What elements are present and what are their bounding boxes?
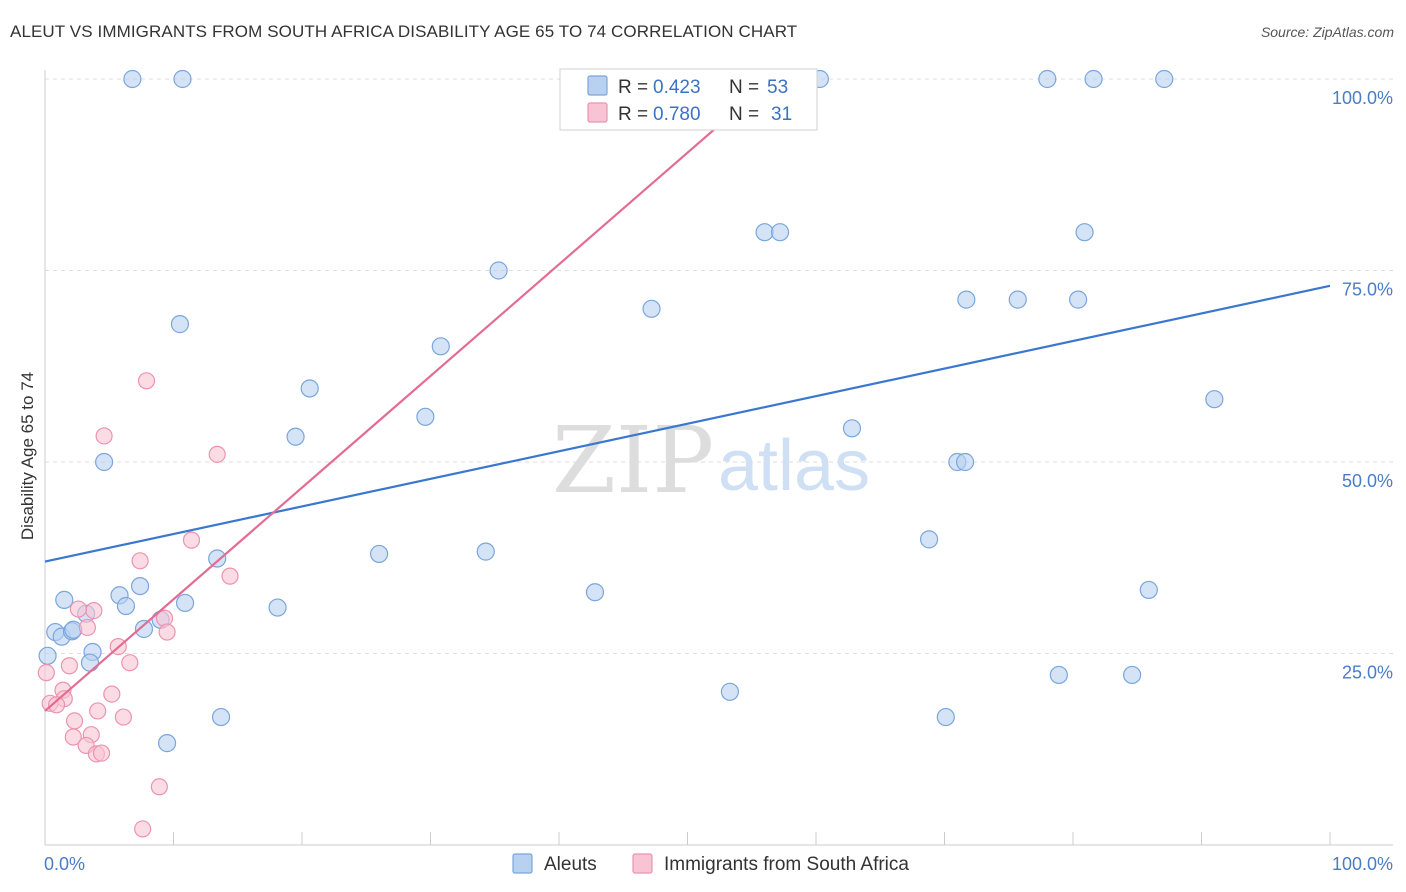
legend-r-label-1: R = (618, 77, 648, 98)
sa-point (78, 618, 97, 637)
aleut-point (286, 427, 305, 446)
sa-point (89, 702, 107, 720)
sa-point (182, 531, 201, 549)
sa-point (208, 445, 226, 463)
source-credit: Source: ZipAtlas.com (1260, 24, 1394, 40)
aleut-point (957, 290, 976, 309)
aleut-point (116, 596, 136, 616)
chart-title: ALEUT VS IMMIGRANTS FROM SOUTH AFRICA DI… (10, 22, 798, 41)
legend-r-label-2: R = (618, 104, 648, 125)
bottom-legend-label-south-africa: Immigrants from South Africa (664, 854, 909, 875)
aleut-point (95, 452, 114, 472)
aleut-point (1123, 665, 1142, 685)
legend-swatch-aleuts (587, 75, 608, 96)
legend-swatch-south-africa (587, 102, 608, 123)
sa-point (103, 685, 121, 703)
x-tick-label-max: 100.0% (1332, 854, 1393, 874)
aleut-point (1205, 390, 1224, 409)
sa-point (137, 372, 156, 390)
aleut-point (842, 419, 862, 438)
sa-point (65, 712, 84, 730)
aleut-point (211, 707, 231, 727)
aleut-point (370, 544, 389, 564)
sa-point (85, 602, 103, 620)
aleut-point (1069, 290, 1088, 309)
aleut-point (642, 299, 661, 318)
aleut-point (1008, 290, 1027, 309)
aleut-point (1049, 665, 1068, 685)
aleut-point (300, 379, 319, 398)
aleut-point (38, 646, 57, 665)
bottom-legend-swatch-aleuts (512, 853, 533, 874)
stats-legend: R = 0.423 N = 53 R = 0.780 N = 31 (559, 68, 818, 131)
aleut-point (1084, 69, 1103, 89)
aleut-trend-line (44, 284, 1331, 563)
aleut-point (55, 590, 74, 609)
legend-n-value-2: 31 (771, 104, 792, 125)
aleut-point (1038, 69, 1057, 89)
aleut-point (416, 407, 435, 426)
aleut-point (489, 261, 508, 280)
x-tick-label-min: 0.0% (44, 854, 85, 874)
legend-r-value-2: 0.780 (653, 104, 701, 125)
aleut-point (170, 315, 190, 334)
legend-n-label-2: N = (729, 104, 759, 125)
aleut-point (919, 530, 939, 549)
sa-point (69, 600, 88, 618)
axes-layer (44, 70, 1393, 846)
watermark: ZIP atlas (552, 407, 870, 514)
sa-point (60, 657, 79, 675)
aleut-point (955, 452, 975, 472)
sa-point (114, 708, 132, 726)
grid-layer (45, 78, 1393, 654)
sa-trend-line (44, 78, 774, 712)
points-layer (37, 69, 1224, 838)
y-axis-label: Disability Age 65 to 74 (18, 372, 37, 540)
bottom-legend-label-aleuts: Aleuts (544, 854, 597, 875)
aleut-point (720, 682, 740, 701)
legend-n-value-1: 53 (767, 77, 788, 98)
legend-r-value-1: 0.423 (653, 77, 701, 98)
trend-layer (44, 78, 1331, 712)
aleut-point (1139, 580, 1158, 600)
aleut-point (585, 583, 605, 602)
aleut-point (936, 707, 955, 727)
watermark-atlas: atlas (718, 426, 870, 506)
sa-point (221, 567, 239, 585)
aleut-point (268, 598, 287, 617)
sa-point (95, 427, 113, 445)
aleut-point (173, 69, 192, 89)
sa-point (131, 552, 149, 570)
aleut-point (134, 619, 154, 639)
aleut-point (476, 542, 495, 561)
aleut-point (770, 223, 790, 242)
sa-point (158, 623, 176, 641)
series-legend: Aleuts Immigrants from South Africa (512, 853, 909, 875)
sa-point (134, 820, 152, 838)
sa-point (47, 696, 66, 714)
legend-n-label-1: N = (729, 77, 759, 98)
y-tick-label: 50.0% (1342, 471, 1393, 491)
sa-point (37, 664, 55, 682)
aleut-point (208, 549, 227, 568)
aleut-point (130, 576, 150, 596)
y-tick-labels: 100.0% 75.0% 50.0% 25.0% (1332, 88, 1393, 683)
aleut-point (80, 653, 100, 672)
bottom-legend-swatch-south-africa (632, 853, 653, 874)
y-tick-label: 100.0% (1332, 88, 1393, 108)
sa-point (64, 728, 82, 746)
y-tick-label: 25.0% (1342, 663, 1393, 683)
aleut-point (1155, 69, 1174, 89)
sa-point (121, 654, 139, 672)
aleut-point (175, 593, 195, 613)
sa-point (150, 778, 168, 796)
sa-point (92, 744, 111, 762)
aleut-point (123, 69, 142, 89)
aleut-point (1075, 223, 1094, 242)
aleut-point (755, 223, 774, 242)
y-tick-label: 75.0% (1342, 280, 1393, 300)
aleut-point (157, 734, 177, 753)
aleut-point (431, 337, 450, 356)
